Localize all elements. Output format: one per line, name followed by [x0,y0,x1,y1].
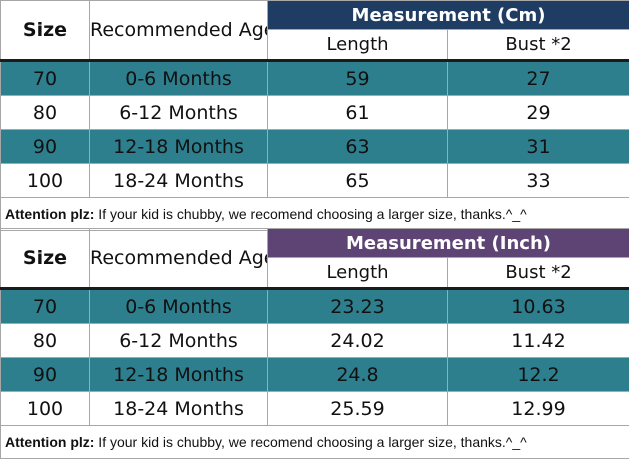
attention-text: If your kid is chubby, we recomend choos… [94,434,527,450]
cell-age: 12-18 Months [89,357,268,392]
size-table-cm: Size Recommended Age Measurement (Cm) Le… [0,0,629,231]
cell-length: 25.59 [267,391,448,426]
cell-bust: 29 [446,95,629,130]
attention-label: Attention plz: [5,206,95,222]
cell-bust: 12.99 [446,391,629,426]
cell-bust: 11.42 [446,323,629,358]
cell-age: 0-6 Months [89,60,268,96]
cell-age: 6-12 Months [89,323,268,358]
cell-size: 100 [0,391,90,426]
header-recommended-age: Recommended Age [89,0,268,62]
header-bust: Bust *2 [446,29,629,62]
cell-bust: 31 [446,129,629,164]
cell-age: 12-18 Months [89,129,268,164]
cell-age: 0-6 Months [89,288,268,324]
cell-size: 80 [0,95,90,130]
header-size: Size [0,228,90,290]
cell-length: 61 [267,95,448,130]
header-measurement-inch: Measurement (Inch) [266,228,629,258]
cell-length: 59 [267,60,448,96]
attention-text: If your kid is chubby, we recomend choos… [94,206,527,222]
table-row: 100 18-24 Months 65 33 [0,163,629,198]
cell-age: 18-24 Months [89,391,268,426]
cell-length: 23.23 [267,288,448,324]
attention-note: Attention plz: If your kid is chubby, we… [0,197,629,231]
cell-length: 65 [267,163,448,198]
cell-length: 24.8 [267,357,448,392]
cell-length: 24.02 [267,323,448,358]
table-row: 80 6-12 Months 61 29 [0,95,629,130]
attention-label: Attention plz: [5,434,95,450]
table-row: 70 0-6 Months 59 27 [0,60,629,96]
cell-bust: 33 [446,163,629,198]
cell-size: 80 [0,323,90,358]
header-size: Size [0,0,90,62]
header-measurement-cm: Measurement (Cm) [266,0,629,30]
cell-bust: 12.2 [446,357,629,392]
cell-bust: 10.63 [446,288,629,324]
table-row: 80 6-12 Months 24.02 11.42 [0,323,629,358]
header-length: Length [267,29,448,62]
cell-size: 70 [0,288,90,324]
cell-size: 100 [0,163,90,198]
cell-bust: 27 [446,60,629,96]
cell-age: 18-24 Months [89,163,268,198]
table-row: 90 12-18 Months 63 31 [0,129,629,164]
cell-age: 6-12 Months [89,95,268,130]
table-row: 90 12-18 Months 24.8 12.2 [0,357,629,392]
cell-size: 90 [0,129,90,164]
size-table-inch: Size Recommended Age Measurement (Inch) … [0,228,629,459]
header-bust: Bust *2 [446,257,629,290]
header-recommended-age: Recommended Age [89,228,268,290]
cell-size: 70 [0,60,90,96]
cell-length: 63 [267,129,448,164]
table-row: 100 18-24 Months 25.59 12.99 [0,391,629,426]
attention-note: Attention plz: If your kid is chubby, we… [0,425,629,459]
cell-size: 90 [0,357,90,392]
table-row: 70 0-6 Months 23.23 10.63 [0,288,629,324]
header-length: Length [267,257,448,290]
